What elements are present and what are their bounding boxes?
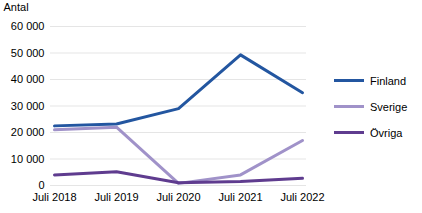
- svg-text:0: 0: [38, 179, 44, 191]
- html-text:Sverige: Sverige: [370, 100, 408, 113]
- svg-text:40 000: 40 000: [11, 73, 45, 85]
- svg-text:Juli 2021: Juli 2021: [218, 191, 262, 203]
- svg-text:50 000: 50 000: [11, 47, 45, 59]
- svg-text:Juli 2020: Juli 2020: [156, 191, 200, 203]
- svg-text:Antal: Antal: [4, 1, 29, 13]
- svg-text:Juli 2019: Juli 2019: [94, 191, 138, 203]
- svg-text:20 000: 20 000: [11, 126, 45, 138]
- svg-text:Juli 2022: Juli 2022: [280, 191, 324, 203]
- svg-text:30 000: 30 000: [11, 100, 45, 112]
- html-text:Övriga: Övriga: [370, 126, 403, 139]
- svg-text:10 000: 10 000: [11, 153, 45, 165]
- svg-text:Juli 2018: Juli 2018: [32, 191, 76, 203]
- svg-text:60 000: 60 000: [11, 20, 45, 32]
- html-text:Finland: Finland: [370, 74, 407, 87]
